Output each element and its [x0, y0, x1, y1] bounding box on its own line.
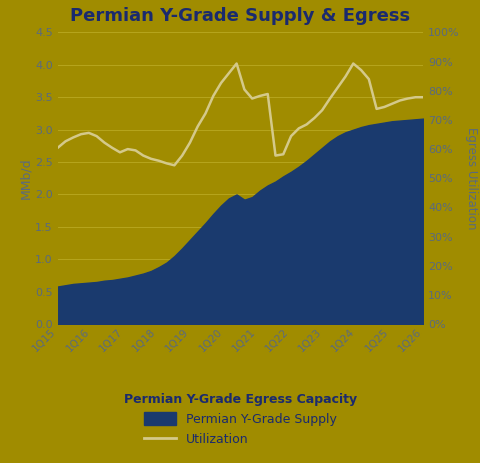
Title: Permian Y-Grade Supply & Egress: Permian Y-Grade Supply & Egress — [70, 7, 410, 25]
Legend: Permian Y-Grade Supply, Utilization: Permian Y-Grade Supply, Utilization — [138, 406, 342, 452]
Y-axis label: Egress Utilization: Egress Utilization — [464, 127, 477, 230]
Y-axis label: MMb/d: MMb/d — [19, 157, 32, 199]
X-axis label: Permian Y-Grade Egress Capacity: Permian Y-Grade Egress Capacity — [124, 393, 356, 406]
